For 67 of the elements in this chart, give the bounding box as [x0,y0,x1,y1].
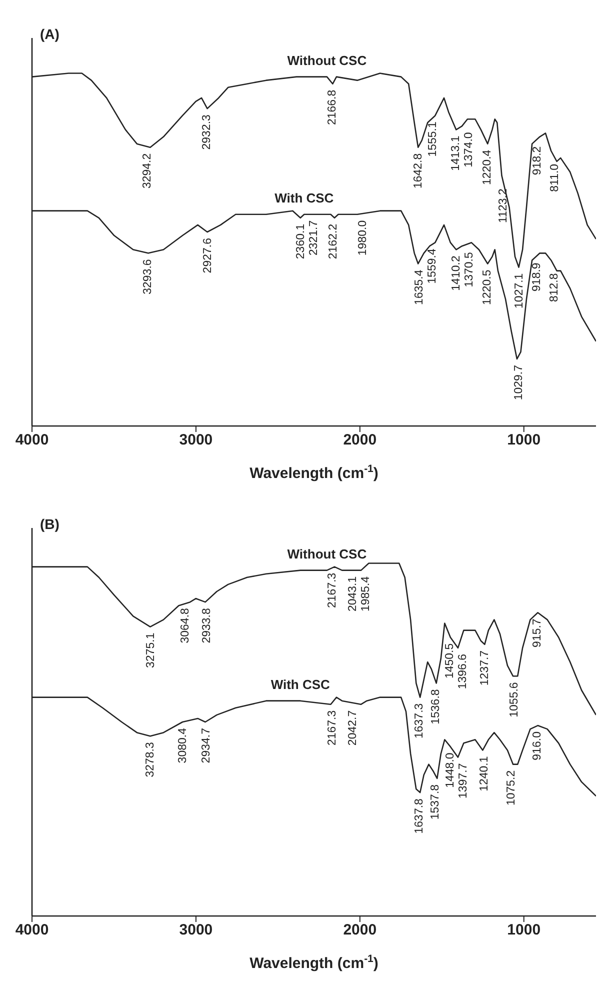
annotation: 1537.8 [430,784,442,820]
annotation: 2934.7 [200,728,213,764]
annotation: 1559.4 [426,248,439,284]
annotation: 2932.3 [201,114,214,150]
annotation: 1635.4 [414,269,426,305]
x-tick-label: 1000 [507,432,541,449]
x-tick-label: 2000 [343,432,377,449]
annotation: 2360.1 [294,224,307,260]
annotation: 915.7 [532,618,544,648]
annotation: 811.0 [548,164,561,192]
annotation: 2167.3 [326,710,338,746]
annotation: 3278.3 [144,742,156,778]
annotation: 1450.5 [444,643,456,679]
annotation: 918.2 [531,146,544,176]
annotation: 2927.6 [202,238,214,274]
annotation: 812.8 [548,273,561,302]
annotation: 1413.1 [450,136,462,171]
annotation: 1029.7 [512,364,525,400]
x-axis-title: Wavelength (cm$^{-1}$) [250,463,378,482]
annotation: 1027.1 [513,273,526,308]
annotation: 1637.8 [413,798,426,834]
annotation: 1075.2 [506,770,518,806]
x-tick-label: 1000 [507,922,541,939]
annotation: 1240.1 [478,756,490,792]
annotation: 2167.3 [326,572,338,608]
annotation: 2166.8 [326,90,339,126]
series-label: With CSC [274,190,334,206]
annotation: 2042.7 [346,710,359,746]
annotation: 918.9 [531,262,544,292]
annotation: 1448.0 [444,752,456,788]
annotation: 2043.1 [346,576,359,612]
series-label: Without CSC [287,52,368,68]
annotation: 1637.3 [413,703,426,738]
annotation: 1220.5 [482,270,494,305]
x-tick-label: 2000 [343,922,377,939]
annotation: 3293.6 [142,259,154,294]
annotation: 916.0 [532,732,544,760]
series-label: Without CSC [287,546,368,562]
chart-title: (B) [40,516,60,532]
series-label: With CSC [270,676,331,692]
annotation: 1374.0 [463,132,476,168]
annotation: 3275.1 [144,632,157,668]
annotation: 1397.7 [457,763,470,798]
annotation: 3064.8 [179,608,192,644]
annotation: 1220.4 [482,149,494,186]
annotation: 1055.6 [508,682,521,718]
annotation: 1370.5 [464,252,476,288]
annotation: 1123.2 [498,188,510,223]
annotation: 1985.4 [360,576,372,612]
x-tick-label: 4000 [15,432,49,449]
annotation: 1237.7 [478,650,491,686]
annotation: 3080.4 [176,727,189,764]
annotation: 1642.8 [412,153,424,189]
x-axis-title: Wavelength (cm$^{-1}$) [250,953,378,972]
annotation: 3294.2 [142,153,154,189]
annotation: 2933.8 [200,608,213,644]
chart-title: (A) [40,26,60,42]
x-tick-label: 4000 [15,922,49,939]
annotation: 1555.1 [426,122,439,157]
annotation: 1536.8 [430,689,442,724]
annotation: 1410.2 [450,256,463,291]
annotation: 1980.0 [357,220,370,256]
annotation: 1396.6 [457,654,469,690]
annotation: 2162.2 [327,224,340,260]
annotation: 2321.7 [308,220,320,256]
x-tick-label: 3000 [179,432,213,449]
x-tick-label: 3000 [179,922,213,939]
